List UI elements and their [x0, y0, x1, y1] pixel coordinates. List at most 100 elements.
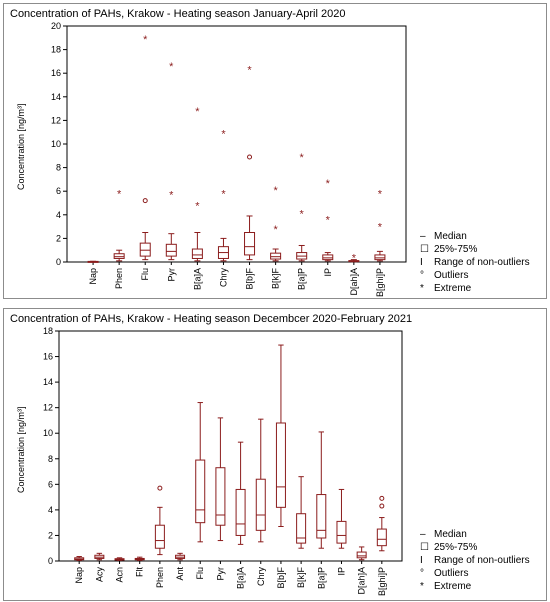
iqr-box — [374, 254, 386, 261]
x-tick-label: B[a]P — [297, 268, 307, 290]
iqr-box — [154, 524, 165, 549]
legend-outliers: ° Outliers — [420, 568, 469, 579]
x-tick-label: B[a]A — [192, 268, 202, 290]
iqr-box — [165, 243, 177, 257]
extreme-point: * — [221, 128, 226, 140]
iqr-box — [235, 488, 246, 536]
x-tick-label: Flu — [140, 268, 150, 281]
legend-whisker: I Range of non-outliers — [420, 257, 530, 268]
boxplot-chart: 0 2 4 6 8 10 12 14 16 18 Nap Acy Acn Flt Phen Ant Flu Pyr… — [43, 326, 403, 596]
extreme-point: * — [143, 34, 148, 46]
iqr-box — [296, 513, 307, 544]
x-tick-label: Nap — [88, 268, 98, 285]
extreme-point: * — [326, 178, 331, 190]
legend-whisker: I Range of non-outliers — [420, 555, 530, 566]
legend-median: – Median — [420, 231, 467, 242]
iqr-box — [270, 252, 282, 260]
y-tick-label: 2 — [56, 233, 61, 243]
x-tick-label: Flt — [135, 567, 145, 577]
extreme-point: * — [195, 200, 200, 212]
x-tick-label: Flu — [195, 567, 205, 580]
iqr-box — [356, 551, 367, 559]
iqr-box — [316, 494, 327, 539]
iqr-box — [336, 520, 347, 544]
legend-extreme: * Extreme — [420, 283, 472, 294]
x-tick-label: Phen — [155, 567, 165, 588]
extreme-point: * — [169, 190, 174, 202]
y-tick-label: 8 — [56, 163, 61, 173]
x-tick-label: D[ah]A — [357, 567, 367, 595]
x-tick-label: Acy — [94, 567, 104, 583]
chart-panel-2020: Concentration of PAHs, Krakow - Heating … — [3, 3, 547, 299]
x-tick-label: Phen — [114, 268, 124, 289]
extreme-point: * — [273, 224, 278, 236]
x-tick-label: Acn — [115, 567, 125, 583]
x-tick-label: B[a]P — [316, 567, 326, 589]
iqr-box — [215, 467, 226, 526]
x-tick-label: Chry — [218, 268, 228, 288]
y-tick-label: 14 — [43, 377, 53, 387]
iqr-box — [322, 254, 334, 261]
x-tick-label: B[ghi]P — [375, 268, 385, 297]
extreme-point: * — [352, 252, 357, 264]
x-tick-label: Chry — [256, 567, 266, 587]
iqr-box — [139, 242, 151, 257]
y-tick-label: 0 — [56, 257, 61, 267]
y-tick-label: 16 — [51, 68, 61, 78]
legend-extreme: * Extreme — [420, 581, 472, 592]
extreme-point: * — [195, 106, 200, 118]
y-tick-label: 2 — [48, 530, 53, 540]
chart-panel-2021: Concentration of PAHs, Krakow - Heating … — [3, 308, 547, 601]
chart-title: Concentration of PAHs, Krakow - Heating … — [10, 313, 413, 325]
outlier-point — [379, 503, 385, 509]
x-tick-label: Ant — [175, 567, 185, 581]
iqr-box — [244, 232, 256, 256]
iqr-box — [376, 528, 387, 547]
legend: – Median ☐ 25%-75% I Range of non-outliers … — [420, 528, 530, 593]
outlier-point — [157, 485, 163, 491]
x-tick-label: B[b]F — [276, 567, 286, 589]
y-tick-label: 18 — [43, 326, 53, 336]
iqr-box — [255, 478, 266, 531]
y-tick-label: 6 — [56, 186, 61, 196]
x-tick-label: IP — [323, 268, 333, 277]
iqr-box — [275, 422, 286, 508]
legend-median: – Median — [420, 529, 467, 540]
y-tick-label: 12 — [51, 115, 61, 125]
x-tick-label: B[a]A — [236, 567, 246, 589]
x-tick-label: B[ghi]P — [377, 567, 387, 596]
y-tick-label: 16 — [43, 352, 53, 362]
y-tick-label: 8 — [48, 454, 53, 464]
x-tick-label: B[b]F — [245, 268, 255, 290]
x-tick-label: D[ah]A — [349, 268, 359, 296]
boxplot-chart: 0 2 4 6 8 10 12 14 16 18 20 Nap Phen * Flu * Pyr * * B[a]A *… — [51, 21, 407, 297]
iqr-box — [191, 248, 203, 259]
legend: – Median ☐ 25%-75% I Range of non-outliers … — [420, 230, 530, 295]
y-tick-label: 20 — [51, 21, 61, 31]
outlier-point — [142, 198, 148, 204]
y-tick-label: 0 — [48, 556, 53, 566]
x-tick-label: B[k]F — [271, 268, 281, 290]
iqr-box — [113, 253, 125, 259]
y-tick-label: 6 — [48, 479, 53, 489]
extreme-point: * — [300, 152, 305, 164]
extreme-point: * — [378, 222, 383, 234]
extreme-point: * — [169, 61, 174, 73]
extreme-point: * — [221, 189, 226, 201]
x-tick-label: Pyr — [166, 268, 176, 282]
y-tick-label: 10 — [43, 428, 53, 438]
extreme-point: * — [326, 215, 331, 227]
extreme-point: * — [247, 65, 252, 77]
y-tick-label: 14 — [51, 92, 61, 102]
y-tick-label: 4 — [56, 210, 61, 220]
outlier-point — [379, 495, 385, 501]
legend-box: ☐ 25%-75% — [420, 244, 478, 255]
y-tick-label: 4 — [48, 505, 53, 515]
extreme-point: * — [378, 189, 383, 201]
x-tick-label: Nap — [74, 567, 84, 584]
y-tick-label: 10 — [51, 139, 61, 149]
y-tick-label: 18 — [51, 45, 61, 55]
outlier-point — [247, 154, 253, 160]
legend-box: ☐ 25%-75% — [420, 542, 478, 553]
x-tick-label: B[k]F — [296, 567, 306, 589]
